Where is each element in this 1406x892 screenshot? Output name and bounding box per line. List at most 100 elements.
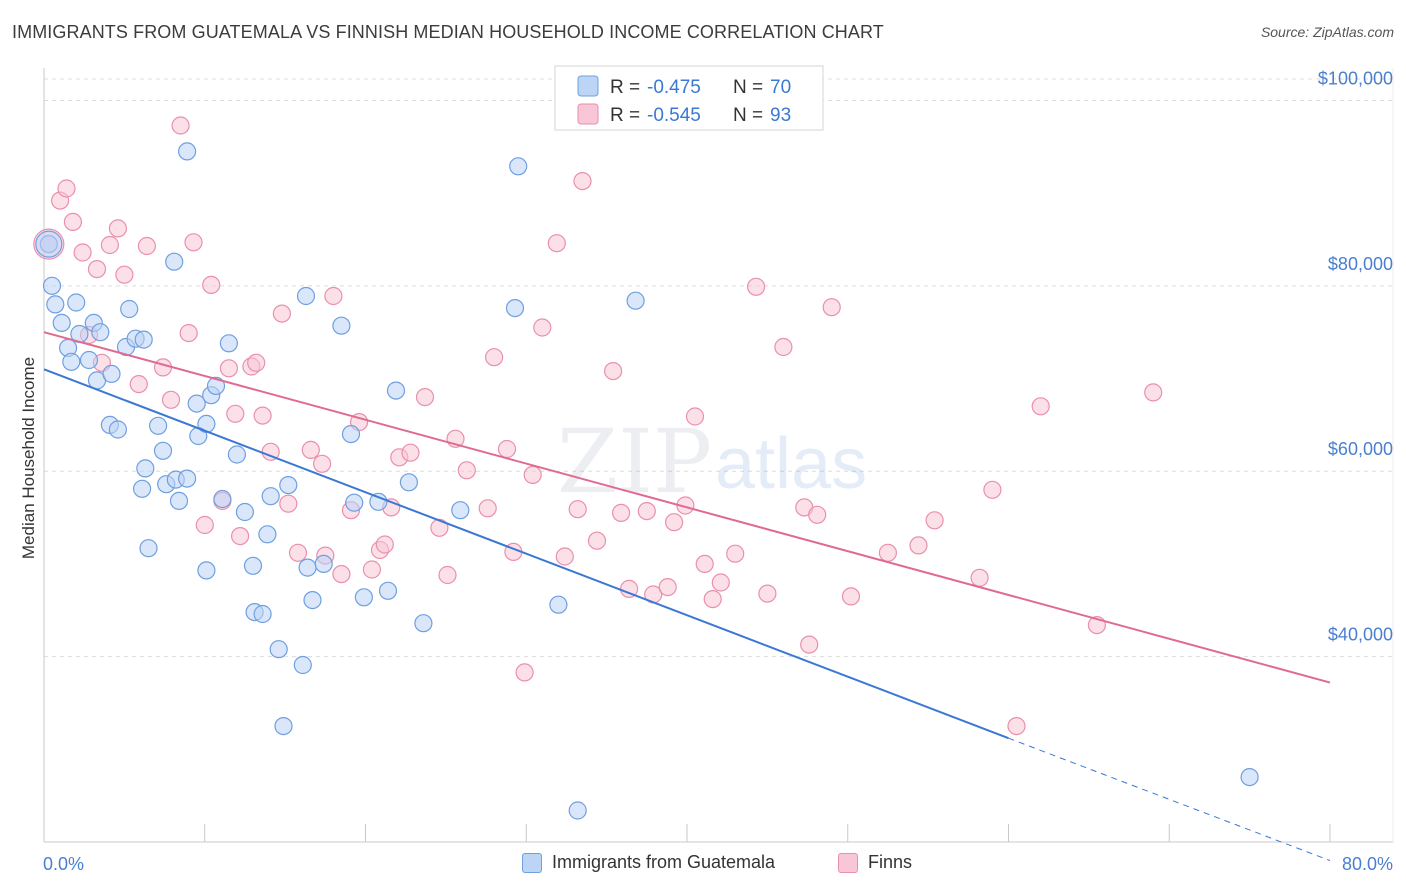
data-point xyxy=(120,299,139,319)
data-point xyxy=(165,252,184,271)
data-point xyxy=(611,503,631,523)
data-point xyxy=(451,501,470,520)
data-point xyxy=(478,499,497,518)
series-guatemala xyxy=(35,142,1259,820)
legend-n-label-2: N = xyxy=(733,105,763,126)
legend-n-value-2: 93 xyxy=(770,105,791,126)
data-point xyxy=(298,558,317,577)
data-point xyxy=(485,348,504,367)
data-point xyxy=(603,362,623,381)
data-point xyxy=(909,536,928,555)
data-point xyxy=(129,375,148,394)
data-point xyxy=(57,179,76,198)
data-point xyxy=(243,556,263,575)
data-point xyxy=(187,394,206,413)
data-point xyxy=(202,275,221,294)
legend-r-label-2: R = xyxy=(610,105,640,126)
y-tick-label: $80,000 xyxy=(1328,254,1393,274)
data-point xyxy=(637,502,656,521)
data-point xyxy=(401,443,420,462)
data-point xyxy=(279,476,298,495)
data-point xyxy=(378,581,398,600)
data-point xyxy=(153,441,173,460)
legend-swatch-finns xyxy=(838,852,858,873)
data-point xyxy=(52,313,71,332)
data-point xyxy=(169,491,189,510)
data-point xyxy=(133,479,152,498)
data-point xyxy=(313,454,332,473)
data-point xyxy=(261,487,280,506)
data-point xyxy=(184,233,203,252)
data-point xyxy=(1031,397,1050,416)
x-tick-label-min: 0.0% xyxy=(43,854,84,874)
data-point xyxy=(206,376,226,395)
data-point xyxy=(272,304,291,323)
legend-item-finns: Finns xyxy=(838,852,912,873)
trend-line-guatemala xyxy=(43,368,1009,740)
data-point xyxy=(841,587,861,606)
data-point xyxy=(100,235,120,255)
data-point xyxy=(253,406,272,425)
data-point xyxy=(115,265,134,284)
data-point xyxy=(274,716,293,736)
data-point xyxy=(253,604,272,624)
data-point xyxy=(108,420,128,439)
data-point xyxy=(549,595,568,614)
data-point xyxy=(134,330,153,349)
data-point xyxy=(332,316,351,335)
data-point xyxy=(568,801,587,820)
legend-n-label-1: N = xyxy=(733,77,763,98)
data-point xyxy=(197,561,216,580)
data-point xyxy=(341,425,361,444)
y-tick-label: $60,000 xyxy=(1328,439,1393,459)
data-point xyxy=(386,381,406,400)
data-point xyxy=(332,564,351,584)
data-point xyxy=(73,243,92,262)
data-point xyxy=(139,539,158,558)
data-point xyxy=(626,291,645,310)
correlation-legend: R = -0.475 N = 70 R = -0.545 N = 93 xyxy=(554,65,824,131)
data-point xyxy=(808,505,827,524)
data-point xyxy=(324,286,343,306)
data-point-large xyxy=(35,230,63,258)
data-point xyxy=(878,543,898,562)
data-point xyxy=(658,577,677,597)
data-point xyxy=(685,407,705,426)
data-point xyxy=(1007,716,1026,736)
data-point xyxy=(137,236,156,256)
data-point xyxy=(296,286,316,306)
y-axis-title: Median Household Income xyxy=(19,357,38,559)
data-point xyxy=(430,518,449,537)
data-point xyxy=(226,404,245,423)
data-point xyxy=(213,489,232,509)
data-point xyxy=(746,277,766,296)
data-point xyxy=(555,547,574,566)
data-point xyxy=(369,492,388,511)
data-point xyxy=(161,390,181,409)
chart-title: IMMIGRANTS FROM GUATEMALA VS FINNISH MED… xyxy=(12,22,884,42)
data-point xyxy=(62,352,81,371)
data-point xyxy=(345,493,364,512)
data-point xyxy=(279,494,298,513)
data-point xyxy=(438,565,457,585)
data-point xyxy=(533,318,552,337)
data-point xyxy=(703,589,722,609)
data-point xyxy=(1240,767,1259,787)
data-point xyxy=(983,480,1002,499)
data-point xyxy=(171,116,190,135)
y-tick-label: $100,000 xyxy=(1318,68,1393,88)
data-point xyxy=(800,635,819,654)
data-point xyxy=(301,440,320,459)
series-finns xyxy=(33,116,1163,736)
trend-line-finns xyxy=(43,331,1331,684)
data-point xyxy=(362,560,381,579)
legend-label-finns: Finns xyxy=(868,852,913,872)
data-point xyxy=(79,350,99,370)
data-point xyxy=(509,157,528,176)
data-point xyxy=(108,219,128,238)
data-point xyxy=(153,358,173,377)
data-point xyxy=(573,172,592,191)
data-point xyxy=(414,614,433,633)
data-point xyxy=(46,295,65,314)
